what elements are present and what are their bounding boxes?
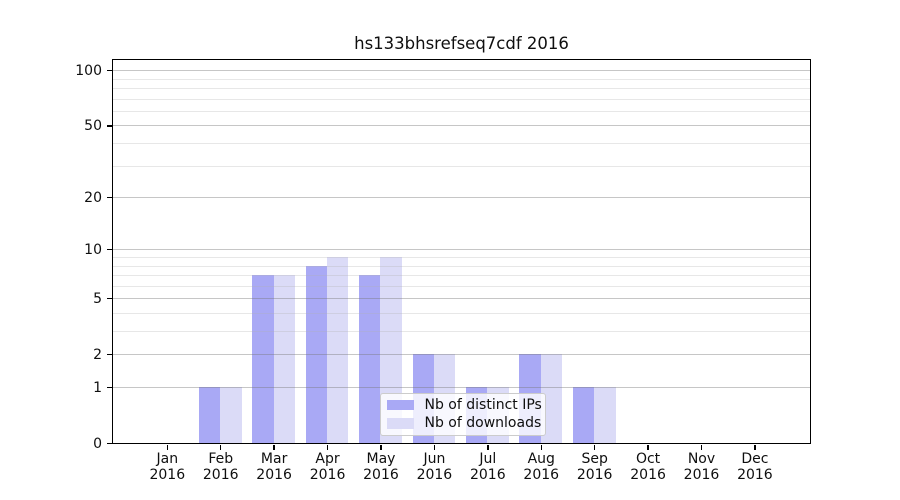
y-tick-label: 100 — [75, 62, 102, 79]
x-tick-label-month: Jan — [156, 451, 179, 467]
x-tick-mark — [380, 445, 382, 450]
x-tick-label-year: 2016 — [576, 467, 613, 483]
y-tick-label: 2 — [93, 346, 102, 363]
x-tick-label-month: Apr — [315, 451, 340, 467]
grid-layer — [113, 60, 810, 444]
bar-distinct-ips — [305, 265, 328, 443]
bar-distinct-ips — [198, 387, 221, 443]
x-tick-label-year: 2016 — [683, 467, 720, 483]
x-tick-label-month: Sep — [581, 451, 608, 467]
bar-distinct-ips — [572, 387, 595, 443]
y-tick-label: 10 — [84, 241, 102, 258]
y-tick-label: 0 — [93, 435, 102, 452]
minor-gridline — [113, 165, 810, 167]
legend-swatch-downloads — [386, 418, 414, 429]
bar-downloads — [273, 275, 296, 443]
x-tick-label: Jul 2016 — [443, 451, 533, 483]
y-tick-label: 20 — [84, 189, 102, 206]
legend-swatch-distinct-ips — [386, 399, 414, 411]
y-tick-label: 5 — [93, 290, 102, 307]
x-tick-label: May 2016 — [336, 451, 426, 483]
x-tick-mark — [433, 445, 436, 450]
x-tick-label: Jun 2016 — [389, 451, 479, 483]
x-tick-mark — [700, 445, 703, 450]
x-tick-label-year: 2016 — [737, 467, 773, 483]
x-tick-label: Feb 2016 — [176, 451, 266, 483]
x-tick-label-month: Mar — [260, 451, 288, 467]
major-gridline — [113, 298, 810, 300]
x-tick-mark — [166, 445, 168, 450]
x-tick-label-month: Jun — [423, 451, 446, 467]
legend: Nb of distinct IPs Nb of downloads — [379, 393, 546, 436]
bar-downloads — [220, 387, 242, 443]
x-tick-label-year: 2016 — [256, 467, 292, 483]
x-tick-label-month: Jul — [479, 451, 497, 467]
major-gridline — [113, 354, 810, 356]
minor-gridline — [113, 285, 810, 287]
bar-distinct-ips — [252, 275, 274, 443]
major-gridline — [113, 70, 810, 72]
x-tick-label: Nov 2016 — [657, 451, 747, 483]
major-gridline — [113, 125, 810, 127]
x-tick-label: Oct 2016 — [603, 451, 693, 483]
minor-gridline — [113, 98, 810, 100]
x-tick-label-month: May — [366, 451, 396, 467]
x-tick-label: Aug 2016 — [496, 451, 586, 483]
x-tick-mark — [754, 445, 756, 450]
x-tick-mark — [220, 445, 222, 450]
x-tick-mark — [593, 445, 596, 450]
major-gridline — [113, 249, 810, 251]
minor-gridline — [113, 110, 810, 112]
bar-downloads — [540, 354, 563, 443]
legend-label: Nb of distinct IPs — [424, 396, 542, 413]
x-tick-mark — [273, 445, 275, 450]
minor-gridline — [113, 143, 810, 145]
x-tick-label: Apr 2016 — [283, 451, 373, 483]
x-tick-mark — [326, 445, 329, 450]
x-tick-label-month: Oct — [635, 451, 661, 467]
x-tick-label-year: 2016 — [630, 467, 666, 483]
legend-item: Nb of downloads — [386, 415, 545, 431]
major-gridline — [113, 387, 810, 388]
x-tick-label-month: Feb — [208, 451, 234, 467]
major-gridline — [113, 197, 810, 199]
x-tick-label: Dec 2016 — [710, 451, 800, 483]
plot-area — [112, 58, 811, 444]
x-tick-label-year: 2016 — [309, 467, 346, 483]
x-tick-label-year: 2016 — [202, 467, 239, 483]
minor-gridline — [113, 88, 810, 90]
minor-gridline — [113, 257, 810, 258]
x-tick-label-month: Dec — [741, 451, 769, 467]
bar-distinct-ips — [359, 275, 381, 443]
x-tick-mark — [540, 445, 542, 450]
x-tick-label-year: 2016 — [149, 467, 186, 483]
y-tick-label: 50 — [84, 117, 102, 134]
y-tick-label: 1 — [93, 379, 102, 396]
minor-gridline — [113, 331, 810, 333]
minor-gridline — [113, 265, 810, 267]
legend-label: Nb of downloads — [424, 415, 542, 431]
chart-title: hs133bhsrefseq7cdf 2016 — [354, 34, 569, 53]
x-tick-label-year: 2016 — [363, 467, 399, 483]
bar-downloads — [327, 257, 349, 443]
x-tick-label: Jan 2016 — [122, 451, 212, 483]
x-tick-label: Sep 2016 — [550, 451, 640, 483]
x-tick-label-year: 2016 — [469, 467, 506, 483]
x-tick-label-month: Nov — [687, 451, 716, 467]
x-tick-label-year: 2016 — [416, 467, 453, 483]
x-tick-mark — [647, 445, 649, 450]
bar-downloads — [594, 387, 616, 443]
x-tick-label-month: Aug — [527, 451, 555, 467]
minor-gridline — [113, 275, 810, 277]
minor-gridline — [113, 312, 810, 314]
minor-gridline — [113, 78, 810, 80]
x-tick-label-year: 2016 — [523, 467, 560, 483]
x-tick-label: Mar 2016 — [229, 451, 319, 483]
x-tick-mark — [487, 445, 489, 450]
legend-item: Nb of distinct IPs — [386, 396, 545, 413]
